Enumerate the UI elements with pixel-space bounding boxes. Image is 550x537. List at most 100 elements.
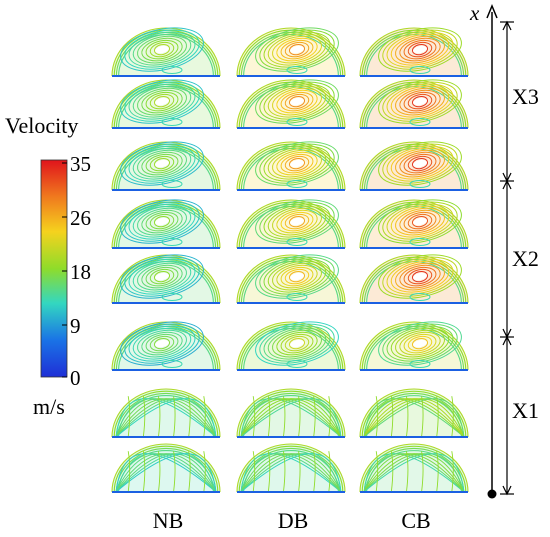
- panel-dome: [360, 389, 468, 437]
- vortex-streamline: [288, 95, 306, 108]
- vertical-streamline: [142, 396, 146, 438]
- vortex-streamline: [141, 37, 183, 62]
- vortex-streamline: [395, 87, 445, 116]
- vortex-streamline: [120, 321, 204, 366]
- panel-dome: [237, 444, 345, 492]
- boundary-streamline: [240, 447, 342, 493]
- vortex-streamline: [259, 81, 335, 122]
- legend-unit: m/s: [33, 394, 65, 419]
- section-label-x3: X3: [512, 84, 539, 109]
- boundary-streamline: [115, 392, 217, 438]
- streamline-panel: [359, 79, 469, 129]
- arch-streamline: [240, 453, 342, 493]
- vortex-streamline: [382, 201, 458, 242]
- panel-dome: [112, 322, 220, 370]
- vortex-streamline: [411, 270, 429, 283]
- streamline-panel: [359, 27, 469, 77]
- panel-dome: [112, 80, 220, 128]
- streamline-panel: [236, 199, 346, 249]
- legend-tick-35: 35: [70, 152, 91, 176]
- vertical-streamline: [173, 396, 176, 438]
- vortex-streamline: [411, 215, 429, 228]
- vortex-streamline: [153, 270, 171, 283]
- vortex-streamline: [132, 33, 192, 66]
- vortex-streamline: [272, 149, 322, 178]
- vertical-streamline: [436, 396, 439, 438]
- boundary-streamline: [359, 321, 469, 371]
- vortex-streamline: [386, 258, 454, 295]
- vortex-streamline: [411, 337, 429, 350]
- vortex-streamline: [382, 323, 458, 364]
- vortex-streamline: [284, 93, 310, 110]
- vertical-streamline: [127, 396, 131, 438]
- vortex-streamline: [141, 151, 183, 176]
- vortex-streamline: [382, 29, 458, 70]
- vortex-streamline: [403, 153, 437, 174]
- vertical-streamline: [451, 451, 454, 493]
- vortex-streamline: [255, 141, 339, 186]
- boundary-streamline: [359, 79, 469, 129]
- vortex-streamline: [276, 209, 318, 234]
- secondary-vortex: [161, 360, 183, 368]
- vortex-streamline: [276, 264, 318, 289]
- boundary-streamline: [240, 392, 342, 438]
- vertical-streamline: [282, 451, 286, 493]
- vortex-streamline: [403, 266, 437, 287]
- secondary-vortex: [286, 238, 308, 246]
- vortex-streamline: [390, 147, 450, 180]
- vortex-streamline: [128, 83, 196, 120]
- vortex-streamline: [120, 141, 204, 186]
- vortex-streamline: [145, 333, 179, 354]
- vertical-streamline: [375, 451, 379, 493]
- secondary-vortex: [286, 360, 308, 368]
- streamline-panel: [236, 141, 346, 191]
- vortex-core: [155, 339, 169, 348]
- section-label-x1: X1: [512, 398, 539, 423]
- vortex-streamline: [137, 35, 187, 64]
- vortex-streamline: [378, 79, 462, 124]
- vortex-streamline: [132, 260, 192, 293]
- vortex-streamline: [145, 266, 179, 287]
- secondary-vortex: [409, 66, 431, 74]
- vortex-streamline: [395, 207, 445, 236]
- vortex-streamline: [390, 327, 450, 360]
- column-label-cb: CB: [401, 508, 430, 533]
- vortex-streamline: [141, 89, 183, 114]
- boundary-streamline: [359, 388, 469, 438]
- vortex-core: [413, 272, 427, 281]
- vortex-streamline: [399, 37, 441, 62]
- panel-dome: [112, 142, 220, 190]
- vortex-streamline: [399, 331, 441, 356]
- column-label-nb: NB: [153, 508, 184, 533]
- boundary-streamline: [236, 27, 346, 77]
- boundary-streamline: [111, 443, 221, 493]
- vortex-streamline: [263, 145, 331, 182]
- streamline-panel: [111, 199, 221, 249]
- vortex-streamline: [267, 327, 327, 360]
- arch-streamline: [363, 453, 465, 493]
- legend-tick-9: 9: [70, 314, 81, 338]
- vortex-core: [155, 97, 169, 106]
- vortex-streamline: [128, 258, 196, 295]
- vortex-streamline: [395, 35, 445, 64]
- vertical-streamline: [390, 451, 394, 493]
- vortex-streamline: [272, 262, 322, 291]
- vortex-streamline: [149, 155, 175, 172]
- vortex-streamline: [276, 151, 318, 176]
- legend-tick-26: 26: [70, 206, 91, 230]
- vortex-core: [155, 217, 169, 226]
- vortex-streamline: [280, 153, 314, 174]
- vortex-streamline: [378, 254, 462, 299]
- vortex-streamline: [272, 329, 322, 358]
- vortex-streamline: [280, 39, 314, 60]
- vortex-streamline: [259, 143, 335, 184]
- boundary-streamline: [359, 443, 469, 493]
- vortex-streamline: [263, 203, 331, 240]
- vertical-streamline: [188, 451, 191, 493]
- boundary-streamline: [361, 390, 467, 438]
- vortex-streamline: [288, 215, 306, 228]
- vortex-streamline: [399, 89, 441, 114]
- vortex-streamline: [255, 79, 339, 124]
- vertical-streamline: [203, 451, 206, 493]
- vortex-streamline: [153, 215, 171, 228]
